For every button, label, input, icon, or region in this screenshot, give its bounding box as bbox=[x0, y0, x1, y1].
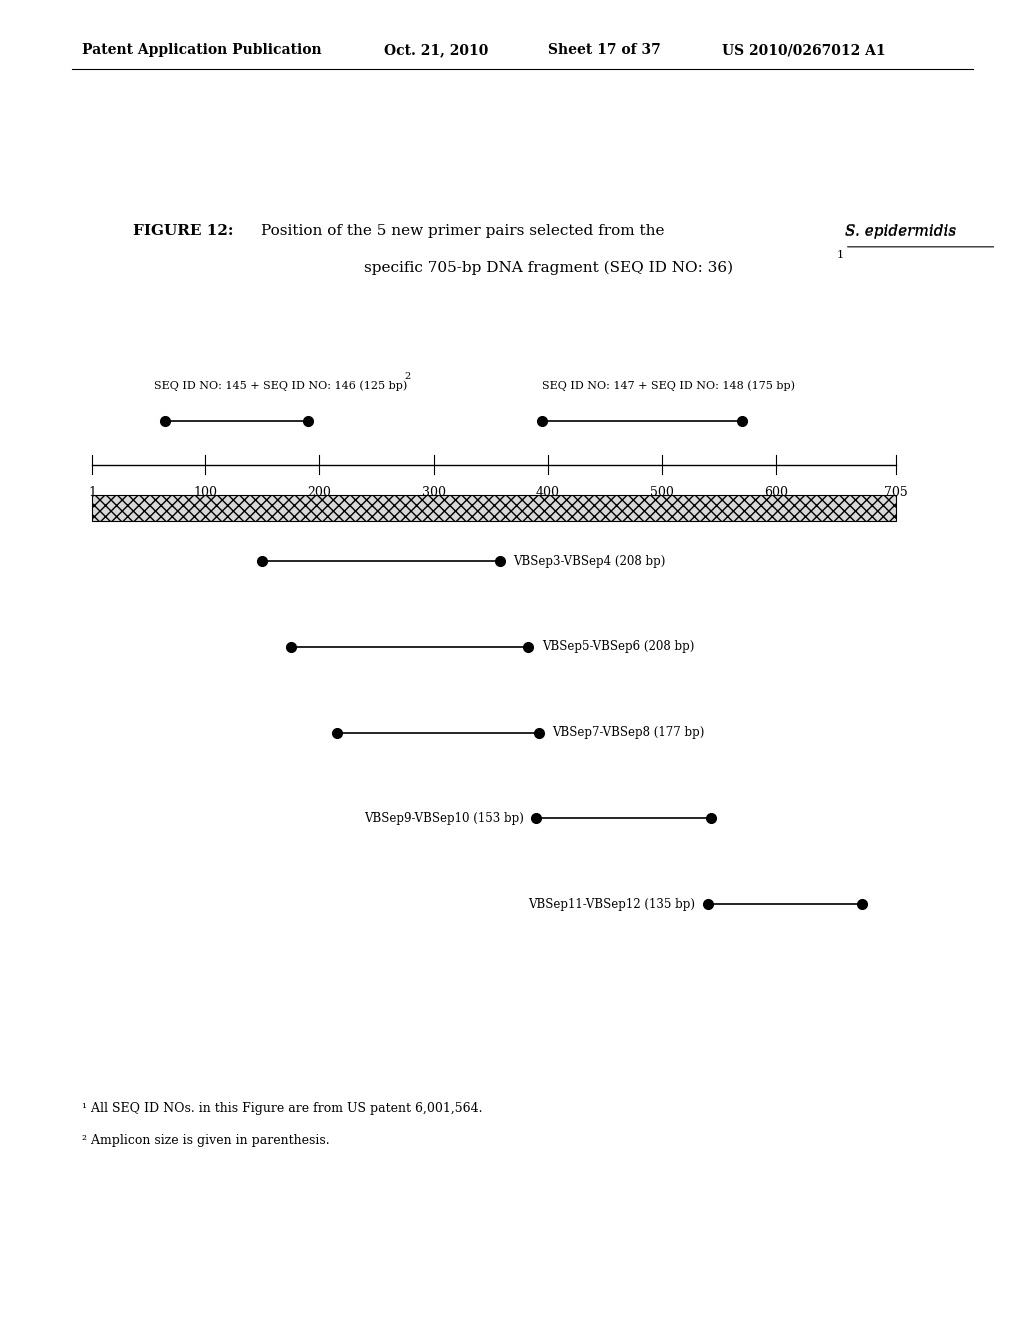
Bar bbox=[92, 495, 896, 521]
Text: VBSep11-VBSep12 (135 bp): VBSep11-VBSep12 (135 bp) bbox=[528, 898, 695, 911]
Text: FIGURE 12:: FIGURE 12: bbox=[133, 224, 233, 238]
Text: Sheet 17 of 37: Sheet 17 of 37 bbox=[548, 44, 660, 57]
Text: 400: 400 bbox=[536, 486, 560, 499]
Text: VBSep7-VBSep8 (177 bp): VBSep7-VBSep8 (177 bp) bbox=[552, 726, 705, 739]
Text: S. epidermidis: S. epidermidis bbox=[845, 224, 956, 238]
Text: SEQ ID NO: 147 + SEQ ID NO: 148 (175 bp): SEQ ID NO: 147 + SEQ ID NO: 148 (175 bp) bbox=[542, 380, 795, 391]
Text: VBSep9-VBSep10 (153 bp): VBSep9-VBSep10 (153 bp) bbox=[365, 812, 524, 825]
Text: 1: 1 bbox=[88, 486, 96, 499]
Text: 705: 705 bbox=[884, 486, 908, 499]
Text: Oct. 21, 2010: Oct. 21, 2010 bbox=[384, 44, 488, 57]
Text: VBSep5-VBSep6 (208 bp): VBSep5-VBSep6 (208 bp) bbox=[542, 640, 694, 653]
Text: 100: 100 bbox=[194, 486, 217, 499]
Text: 300: 300 bbox=[422, 486, 445, 499]
Text: 200: 200 bbox=[307, 486, 332, 499]
Text: 2: 2 bbox=[404, 372, 411, 381]
Text: ¹ All SEQ ID NOs. in this Figure are from US patent 6,001,564.: ¹ All SEQ ID NOs. in this Figure are fro… bbox=[82, 1102, 482, 1115]
Text: 500: 500 bbox=[650, 486, 674, 499]
Text: US 2010/0267012 A1: US 2010/0267012 A1 bbox=[722, 44, 886, 57]
Text: 600: 600 bbox=[764, 486, 788, 499]
Text: Patent Application Publication: Patent Application Publication bbox=[82, 44, 322, 57]
Text: VBSep3-VBSep4 (208 bp): VBSep3-VBSep4 (208 bp) bbox=[513, 554, 666, 568]
Text: ² Amplicon size is given in parenthesis.: ² Amplicon size is given in parenthesis. bbox=[82, 1134, 330, 1147]
Text: S. epidermidis: S. epidermidis bbox=[845, 226, 956, 239]
Text: 1: 1 bbox=[837, 249, 844, 260]
Text: specific 705-bp DNA fragment (SEQ ID NO: 36): specific 705-bp DNA fragment (SEQ ID NO:… bbox=[364, 261, 732, 275]
Text: SEQ ID NO: 145 + SEQ ID NO: 146 (125 bp): SEQ ID NO: 145 + SEQ ID NO: 146 (125 bp) bbox=[154, 380, 408, 391]
Text: Position of the 5 new primer pairs selected from the: Position of the 5 new primer pairs selec… bbox=[261, 224, 670, 238]
